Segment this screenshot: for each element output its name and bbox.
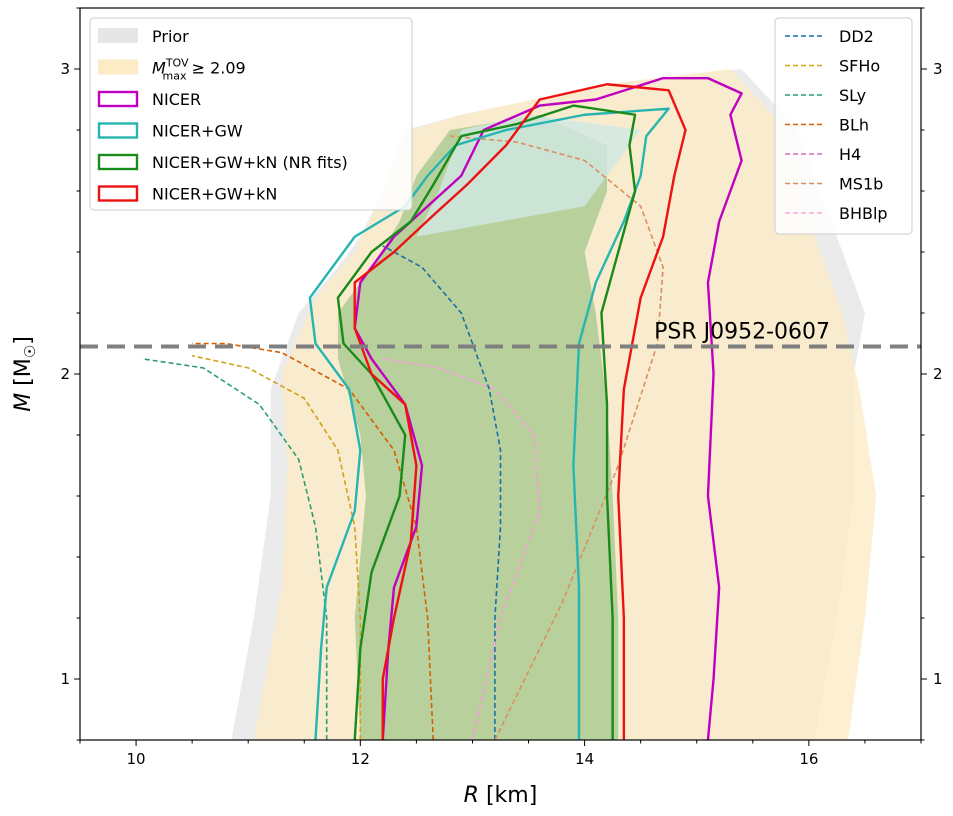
contour-nicer-gw-kn-nr-fits [336, 104, 637, 740]
legend-label-nicer-gw: NICER+GW [152, 122, 243, 141]
legend-label-sfho: SFHo [839, 57, 880, 76]
band-nicer-gw-kn-nr-fits-region [337, 114, 619, 740]
psr-label: PSR J0952-0607 [654, 320, 830, 345]
legends: Prior MTOV max ≥ 2.09 NICER NICER+GW NICER+GW… [89, 17, 913, 235]
legend-swatch-nicer-gw-kn [97, 185, 139, 202]
x-tick-label: 12 [351, 750, 370, 768]
eos-curve-bhblp [382, 357, 541, 740]
y-tick-label-left: 3 [60, 60, 70, 78]
legend-swatch-nicer-gw [97, 122, 139, 139]
y-tick-label-right: 2 [933, 365, 943, 383]
x-tick-label: 10 [127, 750, 146, 768]
legend-swatch-nicer-gw-kn-nr-fits [97, 153, 139, 171]
eos-curves [141, 135, 664, 740]
legend-label-bhblp: BHBlp [839, 204, 888, 223]
band-nicer-gw-region [416, 114, 641, 237]
x-tick-label: 16 [799, 750, 818, 768]
legend-label-h4: H4 [839, 145, 861, 164]
legend-swatch-nicer [97, 90, 139, 108]
legend-label-blh: BLh [839, 116, 869, 135]
legend-label-sly: SLy [839, 86, 866, 105]
y-tick-label-right: 3 [933, 60, 943, 78]
psr-reference-line: PSR J0952-0607 [80, 320, 921, 349]
y-tick-label-left: 2 [60, 365, 70, 383]
posterior-contours [308, 76, 743, 740]
y-tick-label-left: 1 [60, 670, 70, 688]
legend-swatch-m-max-tov-2-09 [98, 59, 138, 75]
legend-label-nicer: NICER [152, 90, 201, 109]
contour-nicer-gw-kn [353, 83, 687, 740]
x-tick-label: 14 [575, 750, 594, 768]
legend-label-prior: Prior [152, 27, 189, 46]
legend-label-ms1b: MS1b [839, 175, 883, 194]
legend-label-m-max-tov-2-09: MTOV max ≥ 2.09 [152, 57, 246, 83]
y-tick-label-right: 1 [933, 670, 943, 688]
contour-nicer [353, 76, 743, 740]
legend-swatch-prior [98, 28, 138, 43]
eos-curve-blh [192, 342, 435, 740]
legend-right-box [774, 17, 913, 235]
eos-curve-dd2 [382, 245, 502, 740]
eos-curve-ms1b [449, 135, 664, 740]
axes: 10 12 14 161 12 23 3R [km]M [M☉] [11, 7, 943, 808]
eos-curve-sfho [191, 354, 362, 740]
legend-left-box [89, 17, 413, 211]
y-axis-title: M [M☉] [11, 336, 39, 412]
legend-label-dd2: DD2 [839, 27, 874, 46]
x-axis-title: R [km] [464, 783, 538, 808]
legend-label-nicer-gw-kn-nr-fits: NICER+GW+kN (NR fits) [152, 153, 348, 172]
legend-label-nicer-gw-kn: NICER+GW+kN [152, 185, 277, 204]
eos-curve-sly [141, 357, 328, 740]
